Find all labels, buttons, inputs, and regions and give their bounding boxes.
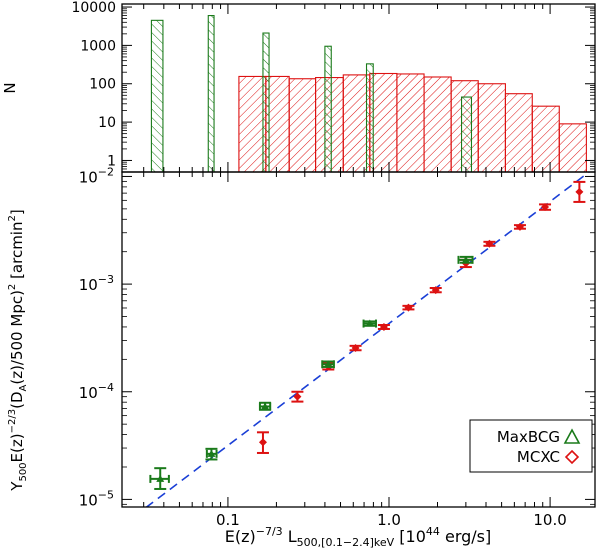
mcxc-point — [575, 187, 584, 196]
mcxc-hist-bar-fill — [505, 93, 533, 172]
maxbcg-hist-bar — [460, 96, 473, 172]
x-tick-label: 10.0 — [533, 511, 566, 529]
mcxc-hist-bar-fill — [396, 73, 425, 172]
legend-diamond-icon — [564, 449, 580, 465]
top-y-tick-label: 10000 — [71, 0, 116, 16]
mcxc-point — [258, 438, 267, 447]
mcxc-point — [293, 392, 302, 401]
maxbcg-hist-bar-fill — [151, 20, 163, 172]
maxbcg-point — [461, 255, 470, 263]
x-tick-label: 0.1 — [216, 511, 240, 529]
x-label-tail: erg/s] — [440, 527, 491, 546]
x-label-unit-exp: 44 — [426, 525, 440, 538]
y-tick-label: 10−4 — [79, 381, 114, 402]
mcxc-hist-bar-fill — [478, 83, 506, 172]
fit-line — [145, 172, 591, 507]
mcxc-hist-bar-fill — [238, 76, 266, 172]
maxbcg-hist-bar — [365, 63, 374, 172]
maxbcg-hist-bar — [324, 45, 332, 172]
top-y-tick-label: 1000 — [80, 38, 116, 54]
maxbcg-hist-bar-fill — [461, 97, 472, 172]
mcxc-point — [379, 322, 388, 331]
maxbcg-hist-bar — [262, 32, 270, 172]
bottom-panel-frame — [121, 171, 596, 508]
top-panel: 1 10 100 1000 10000 N — [1, 0, 596, 173]
mcxc-hist-bar-fill — [532, 106, 560, 172]
mcxc-hist-bar-fill — [343, 74, 370, 172]
top-y-tick-label: 100 — [89, 77, 116, 93]
mcxc-hist-bar-fill — [369, 73, 397, 172]
x-label-sub: 500,[0.1−2.4]keV — [297, 536, 395, 549]
maxbcg-hist-bar-fill — [324, 46, 332, 172]
mcxc-hist-bar-fill — [265, 76, 290, 172]
y-tick-label: 10−5 — [79, 488, 114, 509]
x-axis-label: E(z)−7/3 L500,[0.1−2.4]keV [1044 erg/s] — [225, 525, 492, 549]
maxbcg-point — [261, 402, 270, 410]
mcxc-hist-bar-fill — [289, 78, 316, 172]
maxbcg-hist-bar-fill — [208, 15, 215, 172]
maxbcg-point — [156, 474, 165, 482]
top-y-tick-label: 1 — [107, 153, 116, 169]
maxbcg-point — [207, 449, 216, 457]
x-tick-label: 1.0 — [377, 511, 401, 529]
mcxc-point — [515, 222, 524, 231]
maxbcg-hist-bar-fill — [366, 63, 374, 172]
maxbcg-hist-bar-fill — [262, 33, 270, 172]
maxbcg-point — [365, 319, 374, 327]
x-label-exp: −7/3 — [256, 525, 283, 538]
mcxc-hist-bar-fill — [559, 123, 587, 172]
maxbcg-hist-bar — [150, 19, 164, 172]
x-label-base: E(z) — [225, 527, 256, 546]
legend-label-mcxc: MCXC — [517, 448, 560, 466]
x-label-mid: L — [283, 527, 297, 546]
legend-triangle-icon — [563, 428, 581, 444]
bottom-panel: 10−5 10−4 10−3 10−2 0.1 1.0 10.0 E(z)−7/3 L50… — [7, 165, 596, 549]
top-y-tick-label: 10 — [98, 115, 116, 131]
x-label-unit: [10 — [394, 527, 426, 546]
top-y-axis-label: N — [1, 82, 19, 93]
mcxc-hist-bar-fill — [424, 76, 452, 172]
legend-label-maxbcg: MaxBCG — [497, 428, 560, 446]
mcxc-point — [351, 343, 360, 352]
mcxc-point — [404, 303, 413, 312]
mcxc-point — [431, 286, 440, 295]
y-tick-label: 10−2 — [79, 165, 114, 186]
legend: MaxBCG MCXC — [469, 419, 593, 473]
mcxc-point — [541, 203, 550, 212]
mcxc-hist-bar — [558, 123, 587, 172]
y-axis-label: Y500E(z)−2/3(DA(z)/500 Mpc)2 [arcmin2] — [7, 209, 29, 491]
y-tick-label: 10−3 — [79, 273, 114, 294]
mcxc-point — [485, 239, 494, 248]
maxbcg-hist-bar — [207, 14, 215, 172]
maxbcg-point — [324, 360, 333, 368]
